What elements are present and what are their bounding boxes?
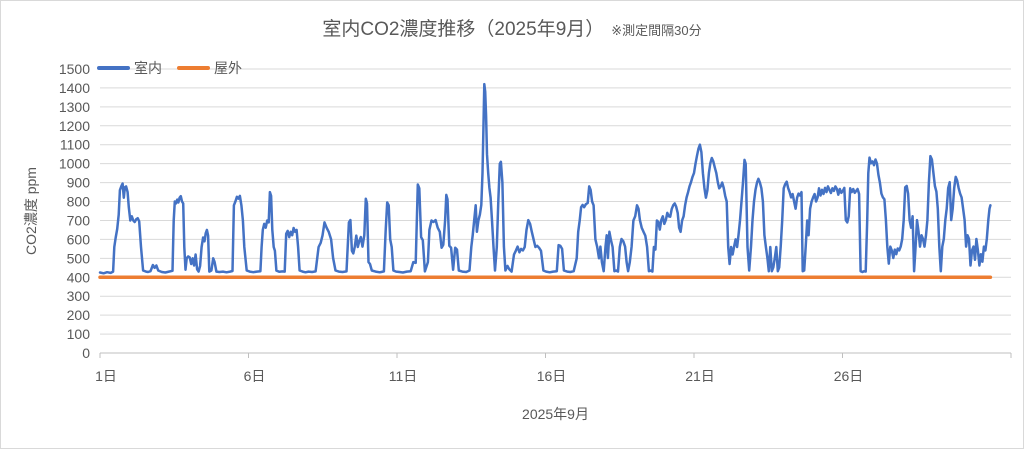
y-tick-label: 1100 <box>60 137 90 153</box>
y-tick-label: 400 <box>67 269 91 285</box>
y-tick-label: 600 <box>67 231 91 247</box>
y-tick-label: 1500 <box>59 61 90 77</box>
y-tick-label: 900 <box>67 175 91 191</box>
x-axis-title: 2025年9月 <box>522 406 589 422</box>
x-axis-tick-labels: 1日 6日 11日 16日 21日 26日 <box>95 368 863 384</box>
legend: 室内 屋外 <box>97 61 242 75</box>
outdoor-line-swatch-icon <box>177 66 210 70</box>
chart-title: 室内CO2濃度推移（2025年9月） ※測定間隔30分 <box>1 14 1023 41</box>
x-tick-label: 21日 <box>685 368 715 384</box>
y-tick-label: 1200 <box>59 118 90 134</box>
x-tick-label: 16日 <box>537 368 567 384</box>
y-tick-label: 1000 <box>59 156 90 172</box>
chart-title-text: 室内CO2濃度推移（2025年9月） <box>322 19 605 40</box>
y-tick-label: 100 <box>67 326 91 342</box>
x-tick-label: 1日 <box>95 368 117 384</box>
y-tick-label: 500 <box>67 250 91 266</box>
indoor-series-line <box>98 82 992 275</box>
chart-title-note: ※測定間隔30分 <box>611 23 702 38</box>
legend-label-indoor: 室内 <box>134 60 162 76</box>
gridlines <box>100 68 1011 335</box>
legend-item-outdoor: 屋外 <box>177 61 242 75</box>
y-tick-label: 700 <box>67 212 91 228</box>
x-tick-label: 11日 <box>389 368 418 384</box>
y-tick-label: 200 <box>67 307 91 323</box>
y-axis-title: CO2濃度 ppm <box>23 167 39 255</box>
x-axis <box>99 352 1012 358</box>
legend-label-outdoor: 屋外 <box>214 60 242 76</box>
indoor-line-swatch-icon <box>97 66 130 70</box>
x-tick-label: 6日 <box>244 368 266 384</box>
y-axis-tick-labels: 0 100 200 300 400 500 600 700 800 900 1000 1100 1200… <box>59 61 90 361</box>
y-tick-label: 0 <box>82 345 90 361</box>
legend-item-indoor: 室内 <box>97 61 162 75</box>
y-tick-label: 1300 <box>59 99 90 115</box>
x-tick-label: 26日 <box>834 368 864 384</box>
y-tick-label: 1400 <box>59 80 90 96</box>
y-tick-label: 300 <box>67 288 91 304</box>
y-tick-label: 800 <box>67 194 91 210</box>
